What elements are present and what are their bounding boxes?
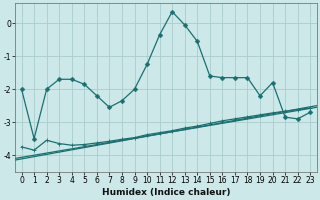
X-axis label: Humidex (Indice chaleur): Humidex (Indice chaleur) (102, 188, 230, 197)
